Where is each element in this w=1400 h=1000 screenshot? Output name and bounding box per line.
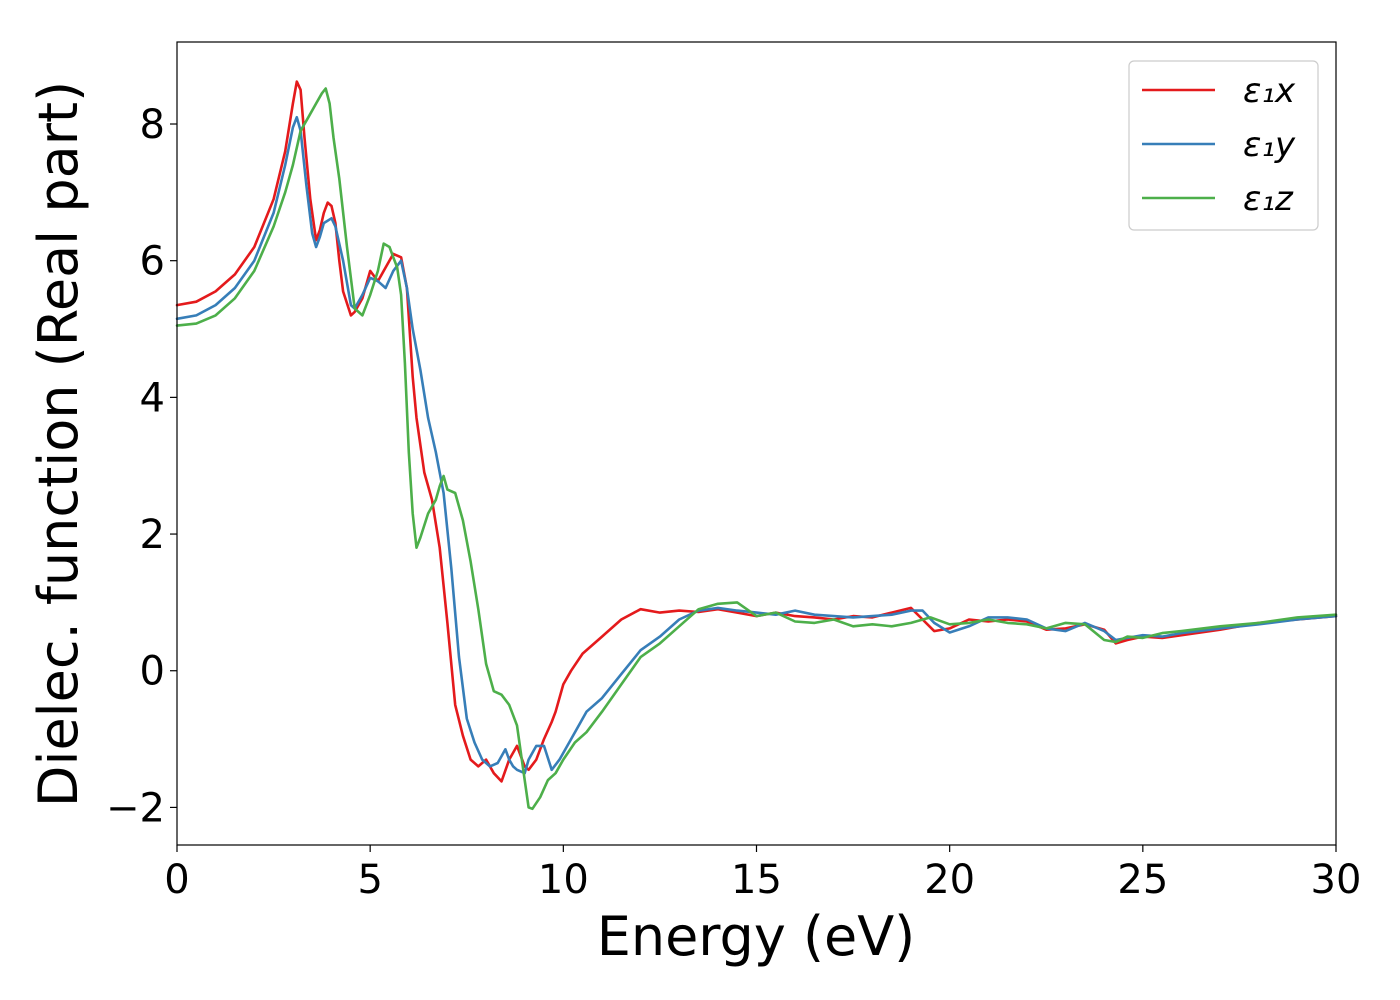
x-tick-label: 30: [1311, 857, 1362, 903]
x-tick-label: 25: [1117, 857, 1168, 903]
series-line-2: [175, 115, 1338, 775]
legend: ε₁x ε₁y ε₁z: [1128, 60, 1319, 231]
x-tick-label: 10: [538, 857, 589, 903]
legend-label-3: ε₁z: [1243, 179, 1294, 219]
x-tick-label: 5: [357, 857, 382, 903]
y-tick-label: 2: [140, 512, 165, 558]
legend-label-2: ε₁y: [1243, 125, 1296, 165]
y-axis: −2 0 2 4 6 8: [106, 102, 177, 831]
series-layer: [175, 80, 1338, 811]
x-axis: 0 5 10 15 20 25 30: [164, 845, 1361, 903]
x-tick-label: 20: [924, 857, 975, 903]
y-tick-label: −2: [106, 785, 165, 831]
x-tick-label: 0: [164, 857, 189, 903]
series-line-3: [175, 87, 1338, 811]
y-tick-label: 6: [140, 239, 165, 285]
y-tick-label: 8: [140, 102, 165, 148]
legend-frame: [1128, 60, 1319, 231]
y-axis-label: Dielec. function (Real part): [27, 81, 90, 807]
x-axis-label: Energy (eV): [597, 905, 916, 968]
y-tick-label: 0: [140, 649, 165, 695]
y-tick-label: 4: [140, 375, 165, 421]
legend-label-1: ε₁x: [1243, 71, 1296, 111]
x-tick-label: 15: [731, 857, 782, 903]
